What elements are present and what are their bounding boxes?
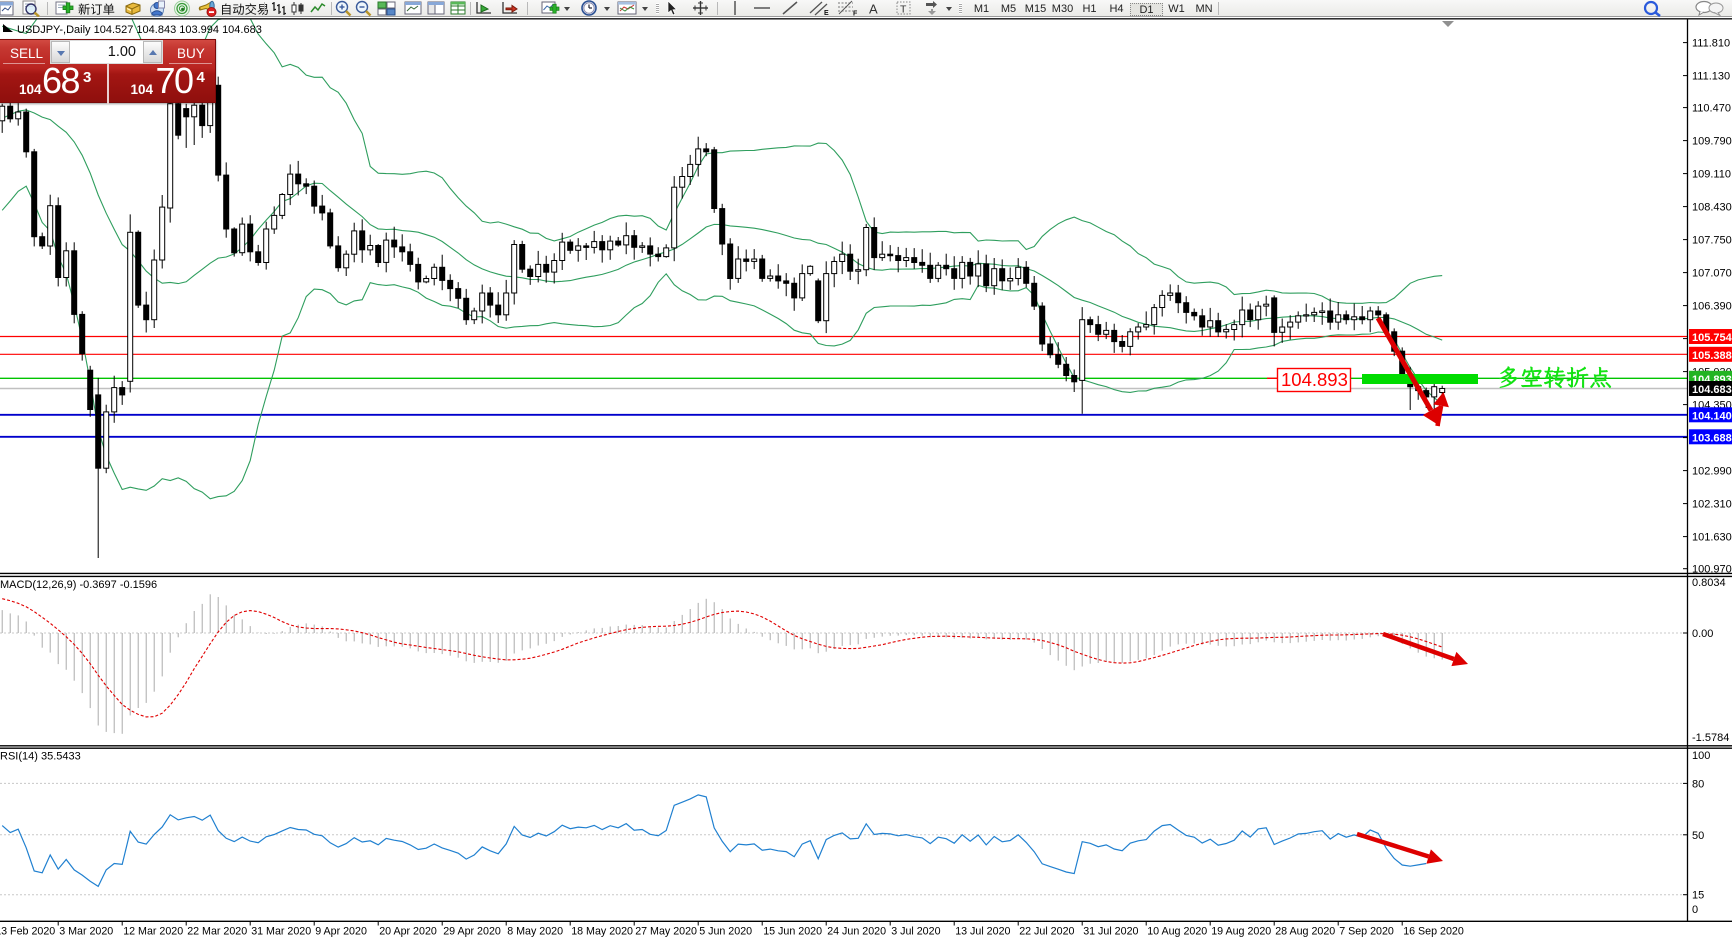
- svg-text:T: T: [900, 4, 907, 16]
- svg-text:12 Mar 2020: 12 Mar 2020: [123, 926, 183, 938]
- svg-text:110.470: 110.470: [1692, 103, 1731, 115]
- svg-text:28 Aug 2020: 28 Aug 2020: [1275, 926, 1335, 938]
- svg-text:111.810: 111.810: [1692, 38, 1730, 50]
- svg-text:-1.5784: -1.5784: [1692, 732, 1729, 744]
- svg-text:103.688: 103.688: [1692, 432, 1732, 444]
- svg-text:109.110: 109.110: [1692, 169, 1731, 181]
- svg-text:16 Sep 2020: 16 Sep 2020: [1403, 926, 1464, 938]
- svg-text:USDJPY-,Daily 104.527 104.843: USDJPY-,Daily 104.527 104.843 103.994 10…: [17, 24, 262, 36]
- svg-text:104.140: 104.140: [1692, 410, 1732, 422]
- svg-text:A: A: [869, 2, 878, 17]
- svg-text:9 Apr 2020: 9 Apr 2020: [315, 926, 367, 938]
- svg-text:107.070: 107.070: [1692, 268, 1732, 280]
- svg-text:31 Mar 2020: 31 Mar 2020: [251, 926, 311, 938]
- svg-text:102.310: 102.310: [1692, 499, 1732, 511]
- svg-text:7 Sep 2020: 7 Sep 2020: [1339, 926, 1394, 938]
- svg-text:8 May 2020: 8 May 2020: [507, 926, 563, 938]
- svg-text:0.8034: 0.8034: [1692, 577, 1726, 589]
- svg-text:3 Mar 2020: 3 Mar 2020: [59, 926, 113, 938]
- svg-text:105.754: 105.754: [1692, 332, 1732, 344]
- svg-text:15: 15: [1692, 890, 1704, 902]
- svg-text:E: E: [824, 10, 829, 17]
- svg-text:109.790: 109.790: [1692, 136, 1732, 148]
- svg-text:106.390: 106.390: [1692, 301, 1732, 313]
- svg-text:50: 50: [1692, 830, 1704, 842]
- svg-text:80: 80: [1692, 778, 1704, 790]
- svg-text:100: 100: [1692, 750, 1710, 762]
- svg-text:108.430: 108.430: [1692, 202, 1732, 214]
- svg-text:29 Apr 2020: 29 Apr 2020: [443, 926, 501, 938]
- svg-text:MACD(12,26,9) -0.3697 -0.1596: MACD(12,26,9) -0.3697 -0.1596: [0, 579, 157, 591]
- svg-text:20 Apr 2020: 20 Apr 2020: [379, 926, 437, 938]
- svg-text:13 Feb 2020: 13 Feb 2020: [0, 926, 55, 938]
- svg-text:27 May 2020: 27 May 2020: [635, 926, 697, 938]
- svg-text:3 Jul 2020: 3 Jul 2020: [891, 926, 940, 938]
- svg-text:105.388: 105.388: [1692, 350, 1732, 362]
- svg-text:31 Jul 2020: 31 Jul 2020: [1083, 926, 1138, 938]
- svg-text:18 May 2020: 18 May 2020: [571, 926, 633, 938]
- svg-text:107.750: 107.750: [1692, 235, 1732, 247]
- svg-text:13 Jul 2020: 13 Jul 2020: [955, 926, 1010, 938]
- svg-text:0: 0: [1692, 904, 1698, 916]
- svg-text:10 Aug 2020: 10 Aug 2020: [1147, 926, 1207, 938]
- svg-text:24 Jun 2020: 24 Jun 2020: [827, 926, 886, 938]
- svg-text:22 Jul 2020: 22 Jul 2020: [1019, 926, 1074, 938]
- svg-text:102.990: 102.990: [1692, 466, 1732, 478]
- svg-text:101.630: 101.630: [1692, 532, 1732, 544]
- svg-text:15 Jun 2020: 15 Jun 2020: [763, 926, 822, 938]
- svg-text:111.130: 111.130: [1692, 71, 1730, 83]
- svg-text:F: F: [853, 11, 858, 18]
- svg-text:104.683: 104.683: [1692, 384, 1732, 396]
- svg-text:5 Jun 2020: 5 Jun 2020: [699, 926, 752, 938]
- svg-text:RSI(14) 35.5433: RSI(14) 35.5433: [0, 751, 81, 763]
- svg-text:19 Aug 2020: 19 Aug 2020: [1211, 926, 1271, 938]
- svg-text:104.893: 104.893: [1281, 369, 1348, 390]
- svg-text:22 Mar 2020: 22 Mar 2020: [187, 926, 247, 938]
- svg-text:0.00: 0.00: [1692, 628, 1713, 640]
